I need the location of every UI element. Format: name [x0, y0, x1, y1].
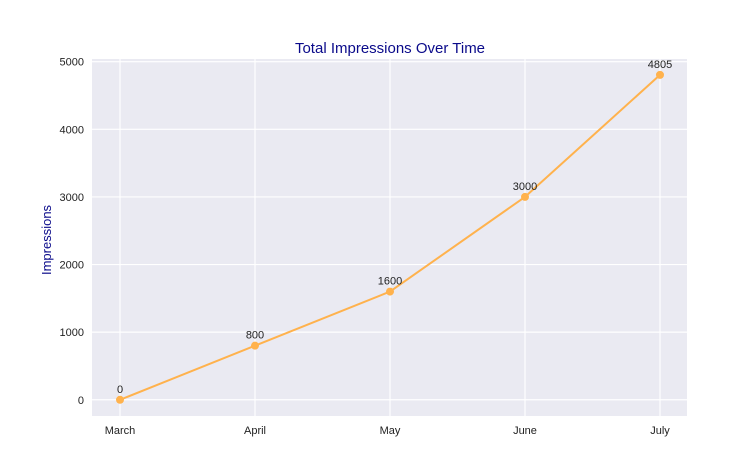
x-tick-label: May — [380, 425, 401, 437]
data-label: 3000 — [513, 181, 537, 193]
y-axis-ticks: 0 1000 2000 3000 4000 5000 — [60, 57, 84, 407]
grid-lines — [92, 59, 687, 416]
y-tick-label: 1000 — [60, 327, 84, 339]
x-tick-label: March — [105, 425, 136, 437]
data-point — [386, 287, 394, 296]
data-label: 4805 — [648, 59, 672, 71]
data-point — [656, 70, 664, 79]
y-tick-label: 5000 — [60, 57, 84, 69]
chart-title: Total Impressions Over Time — [295, 40, 485, 57]
series-impressions — [116, 70, 664, 404]
data-labels: 0 800 1600 3000 4805 — [117, 59, 672, 396]
y-tick-label: 3000 — [60, 192, 84, 204]
y-tick-label: 4000 — [60, 124, 84, 136]
x-axis-ticks: March April May June July — [105, 425, 671, 437]
y-tick-label: 0 — [78, 395, 84, 407]
data-point — [116, 395, 124, 404]
data-point — [251, 341, 259, 350]
data-label: 0 — [117, 384, 123, 396]
x-tick-label: July — [650, 425, 670, 437]
data-label: 1600 — [378, 276, 402, 288]
data-point — [521, 192, 529, 201]
y-axis-label: Impressions — [39, 204, 54, 275]
x-tick-label: June — [513, 425, 537, 437]
data-label: 800 — [246, 330, 264, 342]
y-tick-label: 2000 — [60, 260, 84, 272]
x-tick-label: April — [244, 425, 266, 437]
